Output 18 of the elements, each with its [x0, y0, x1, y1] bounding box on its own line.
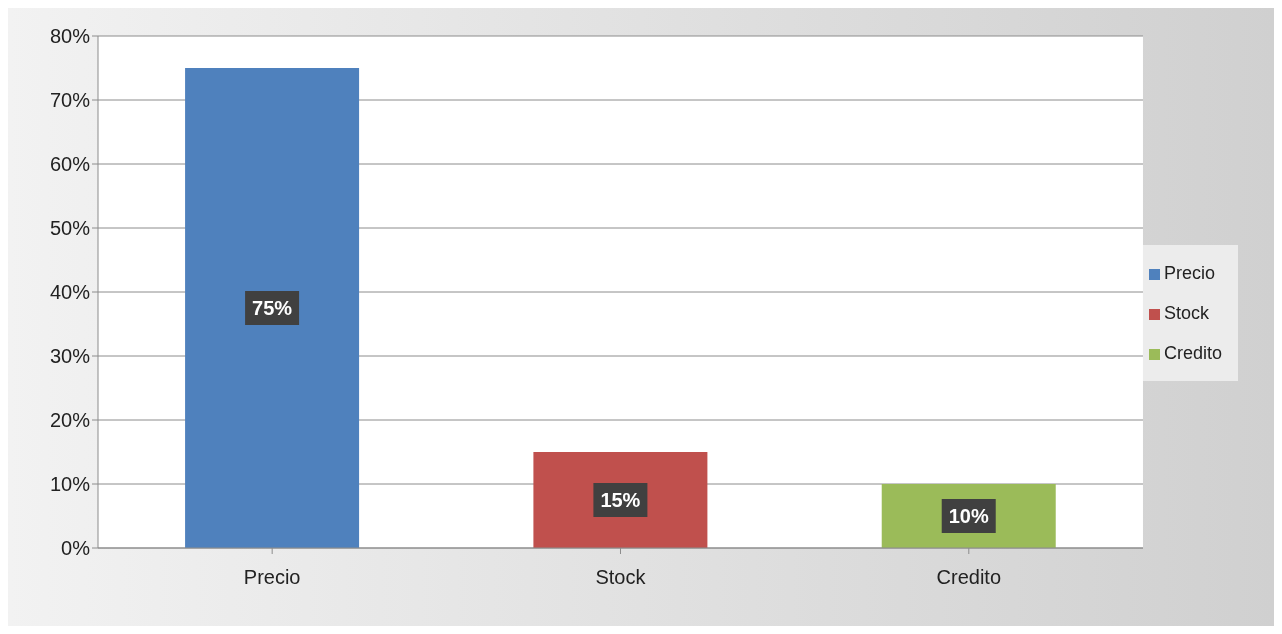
x-tick-label: Precio: [243, 566, 301, 589]
x-tick-label: Stock: [595, 566, 647, 589]
data-label: 75%: [252, 297, 293, 319]
y-tick-label: 50%: [49, 217, 91, 240]
y-tick-label: 30%: [49, 345, 91, 368]
y-tick-label: 20%: [49, 409, 91, 432]
legend-label: Stock: [1163, 303, 1209, 323]
y-tick-label: 80%: [49, 25, 91, 48]
data-label: 15%: [600, 489, 641, 511]
legend-label: Credito: [1163, 343, 1222, 363]
x-tick-label: Credito: [936, 566, 1002, 589]
y-tick-label: 0%: [61, 537, 91, 560]
data-label: 10%: [948, 505, 989, 527]
y-tick-label: 40%: [49, 281, 91, 304]
y-tick-label: 60%: [49, 153, 91, 176]
legend-label: Precio: [1163, 263, 1215, 283]
y-tick-label: 70%: [49, 89, 91, 112]
y-tick-label: 10%: [49, 473, 91, 496]
